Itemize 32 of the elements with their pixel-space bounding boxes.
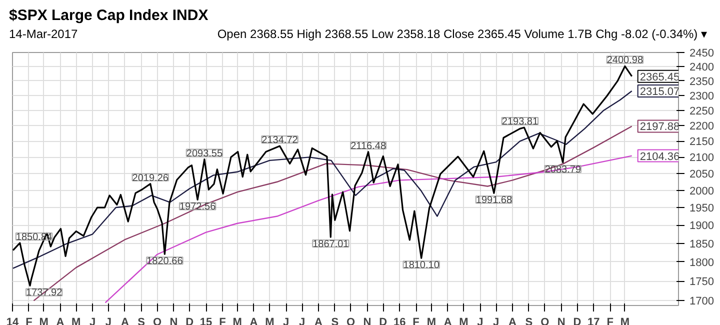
chart-subtitle: 14-Mar-2017 [9,26,78,44]
y-tick-label: 2100 [690,152,714,164]
annotation: 1867.01 [312,239,350,250]
annotation: 2116.48 [350,140,386,152]
annotation: 2134.72 [262,135,298,146]
y-tick-label: 2300 [690,90,714,102]
line-series [12,90,632,269]
line-series [12,65,633,287]
annotation: 2193.81 [502,116,538,128]
annotation: 1810.10 [403,260,440,272]
y-tick-label: 2050 [690,168,714,181]
line-series [104,155,632,304]
y-tick-label: 2150 [690,136,714,148]
annotation: 2093.55 [186,148,223,160]
y-tick-label: 2450 [690,48,714,60]
y-tick-label: 2250 [690,105,714,118]
annotation: 2019.26 [132,172,169,184]
chart-title: $SPX Large Cap Index INDX [9,6,210,26]
y-tick-label: 2200 [690,120,714,133]
y-tick-label: 1800 [690,256,714,269]
y-tick-label: 2400 [690,62,714,74]
annotation: 2400.98 [606,55,644,66]
y-tick-label: 1750 [690,276,714,288]
y-tick-label: 1700 [690,296,714,308]
y-tick-label: 2350 [690,76,714,88]
y-tick-label: 1950 [690,202,714,215]
text: Open 2368.55 High 2368.55 Low 2358.18 Close 2365.45 Volume 1.7B Chg -8.02 (-0.34%) ▾ [217,26,707,44]
y-tick-label: 1900 [690,220,714,232]
y-tick-label: 2000 [690,185,714,198]
y-tick-label: 1850 [690,238,714,250]
annotation: 1850.84 [16,232,53,243]
annotation: 1991.68 [476,195,512,206]
